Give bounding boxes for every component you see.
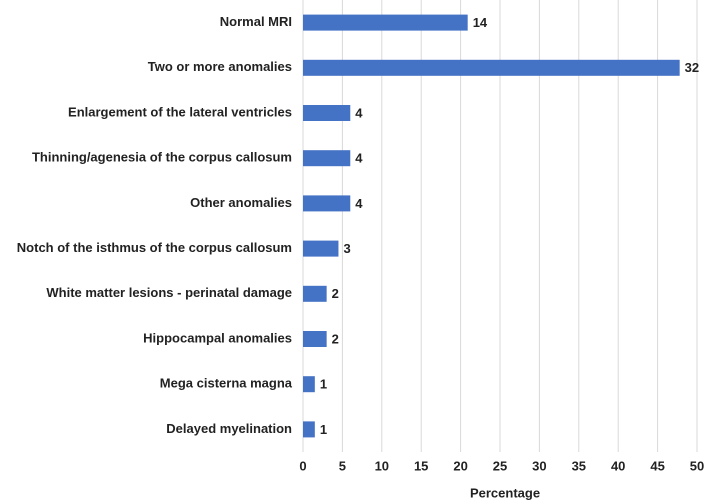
x-tick-label: 15 bbox=[414, 458, 428, 473]
y-tick-label: Hippocampal anomalies bbox=[143, 330, 292, 345]
y-tick-label: Normal MRI bbox=[220, 14, 292, 29]
x-tick-label: 0 bbox=[299, 458, 306, 473]
data-label: 3 bbox=[343, 241, 350, 256]
x-tick-label: 40 bbox=[611, 458, 625, 473]
y-tick-label: Notch of the isthmus of the corpus callo… bbox=[17, 240, 292, 255]
y-tick-label: Enlargement of the lateral ventricles bbox=[68, 104, 292, 119]
x-tick-label: 20 bbox=[453, 458, 467, 473]
bar bbox=[303, 421, 315, 438]
bar bbox=[303, 150, 351, 167]
y-tick-label: Mega cisterna magna bbox=[160, 376, 293, 391]
x-tick-label: 10 bbox=[375, 458, 389, 473]
data-label: 1 bbox=[320, 377, 327, 392]
y-tick-label: Other anomalies bbox=[190, 195, 292, 210]
data-label: 4 bbox=[355, 105, 363, 120]
x-tick-label: 5 bbox=[339, 458, 346, 473]
bar bbox=[303, 105, 351, 121]
data-label: 2 bbox=[332, 331, 339, 346]
data-label: 32 bbox=[685, 60, 699, 75]
bar bbox=[303, 59, 680, 76]
data-label: 4 bbox=[355, 196, 363, 211]
x-axis-title: Percentage bbox=[470, 485, 540, 500]
y-tick-label: White matter lesions - perinatal damage bbox=[46, 285, 292, 300]
x-tick-label: 30 bbox=[532, 458, 546, 473]
bar bbox=[303, 285, 327, 302]
x-tick-label: 45 bbox=[650, 458, 664, 473]
bar bbox=[303, 195, 351, 212]
bar bbox=[303, 331, 327, 347]
data-label: 1 bbox=[320, 422, 327, 437]
x-tick-label: 35 bbox=[572, 458, 586, 473]
y-tick-label: Thinning/agenesia of the corpus callosum bbox=[32, 150, 292, 165]
y-tick-label: Delayed myelination bbox=[166, 421, 292, 436]
x-tick-label: 25 bbox=[493, 458, 507, 473]
x-tick-label: 50 bbox=[690, 458, 704, 473]
data-label: 2 bbox=[332, 286, 339, 301]
y-tick-label: Two or more anomalies bbox=[148, 59, 292, 74]
bar bbox=[303, 14, 468, 31]
data-label: 14 bbox=[473, 15, 488, 30]
bar bbox=[303, 376, 315, 393]
bar bbox=[303, 240, 339, 257]
data-label: 4 bbox=[355, 151, 363, 166]
